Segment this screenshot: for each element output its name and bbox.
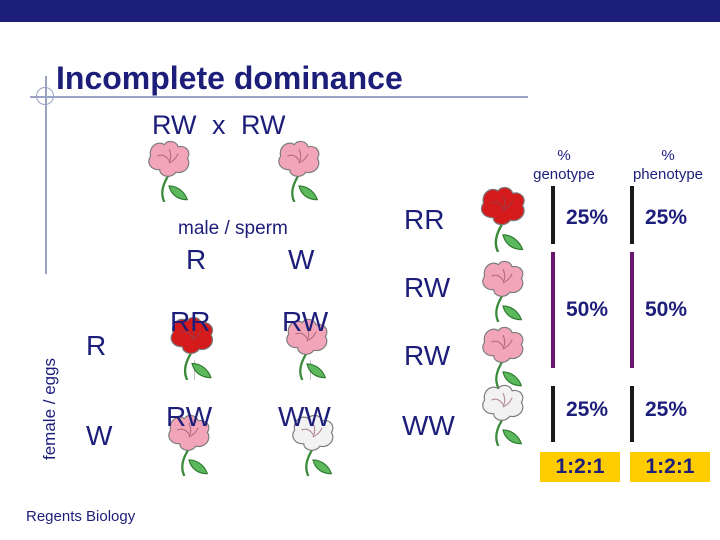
- male-sperm-label: male / sperm: [178, 218, 288, 239]
- male-allele-w: W: [288, 244, 315, 275]
- punnett-cell-rr: RR: [170, 306, 211, 337]
- parent-cross: RW x RW: [152, 110, 286, 140]
- top-banner: [0, 0, 720, 22]
- phenotype-ratio: 1:2:1: [630, 452, 710, 482]
- genotype-percent-symbol: %: [557, 147, 571, 164]
- phenotype-percent-ww: 25%: [645, 398, 688, 421]
- slide-title: Incomplete dominance: [56, 60, 403, 96]
- result-genotype-rr: RR: [404, 204, 445, 235]
- result-genotype-rw-2: RW: [404, 340, 451, 371]
- genotype-bar-rw: [551, 252, 555, 368]
- female-allele-w: W: [86, 420, 113, 451]
- result-genotype-rw: RW: [404, 272, 451, 303]
- parent-flower-icon: [276, 140, 322, 202]
- phenotype-bar-rw: [630, 252, 634, 368]
- genotype-percent-rr: 25%: [566, 206, 609, 229]
- pink-flower-icon: [480, 326, 526, 388]
- genotype-bar-ww: [551, 386, 555, 442]
- crosshair-icon: [31, 82, 59, 110]
- footer-label: Regents Biology: [26, 508, 136, 525]
- genotype-ratio: 1:2:1: [540, 452, 620, 482]
- punnett-cell-rw: RW: [166, 401, 213, 432]
- genotype-header: % genotype: [526, 146, 602, 184]
- genotype-percent-ww: 25%: [566, 398, 609, 421]
- genotype-label: genotype: [533, 166, 595, 183]
- phenotype-percent-rw: 50%: [645, 298, 688, 321]
- phenotype-percent-symbol: %: [661, 147, 675, 164]
- phenotype-percent-rr: 25%: [645, 206, 688, 229]
- pink-flower-icon: [480, 260, 526, 322]
- phenotype-label: phenotype: [632, 166, 704, 183]
- phenotype-bar-rr: [630, 186, 634, 244]
- parent-flower-icon: [146, 140, 192, 202]
- phenotype-bar-ww: [630, 386, 634, 442]
- male-allele-r: R: [186, 244, 207, 275]
- female-eggs-label: female / eggs: [40, 357, 59, 460]
- white-flower-icon: [480, 384, 526, 446]
- genotype-bar-rr: [551, 186, 555, 244]
- punnett-cell-ww: WW: [278, 401, 331, 432]
- punnett-cell-rw: RW: [282, 306, 329, 337]
- red-flower-icon: [478, 186, 528, 252]
- result-genotype-ww: WW: [402, 410, 455, 441]
- female-allele-r: R: [86, 330, 107, 361]
- left-rule: [45, 76, 47, 274]
- phenotype-header: % phenotype: [622, 146, 714, 184]
- title-rule: [30, 96, 528, 98]
- genotype-percent-rw: 50%: [566, 298, 609, 321]
